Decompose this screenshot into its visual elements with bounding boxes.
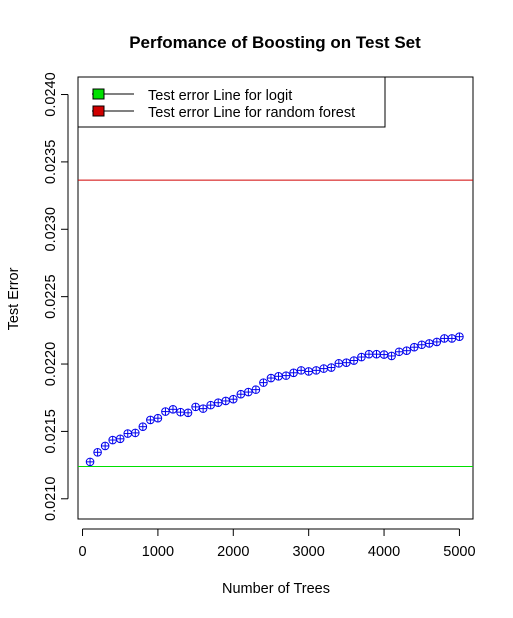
y-axis: 0.0210 0.0215 0.0220 0.0225 0.0230 0.0235 0.02… xyxy=(43,72,69,521)
data-point xyxy=(176,407,185,417)
x-axis-label: Number of Trees xyxy=(222,581,330,597)
data-point xyxy=(228,394,238,404)
data-point xyxy=(440,334,449,343)
y-tick-label: 0.0225 xyxy=(43,274,59,318)
data-point xyxy=(334,359,344,368)
data-point xyxy=(93,447,102,457)
data-point xyxy=(296,366,306,375)
x-axis: 0 1000 2000 3000 4000 5000 xyxy=(78,528,476,560)
data-point xyxy=(342,358,351,367)
x-tick-label: 2000 xyxy=(217,544,249,560)
data-point xyxy=(447,334,457,343)
data-point xyxy=(432,337,442,347)
data-point xyxy=(409,342,419,352)
data-point xyxy=(424,339,434,348)
data-point xyxy=(319,364,329,373)
data-point xyxy=(183,408,193,418)
x-tick-label: 3000 xyxy=(293,544,325,560)
y-tick-label: 0.0215 xyxy=(43,409,59,453)
data-point xyxy=(326,363,336,372)
legend-box xyxy=(77,76,386,128)
data-point xyxy=(402,346,411,355)
legend-label-random-forest: Test error Line for random forest xyxy=(148,105,355,121)
legend: Test error Line for logit Test error Lin… xyxy=(77,76,386,128)
data-point xyxy=(168,405,178,414)
data-point xyxy=(138,422,148,431)
data-point xyxy=(123,429,133,438)
data-point xyxy=(251,385,261,394)
chart-title: Perfomance of Boosting on Test Set xyxy=(129,33,421,52)
data-point xyxy=(387,351,396,361)
data-point xyxy=(146,415,155,425)
data-point xyxy=(130,428,140,438)
data-point xyxy=(274,371,283,381)
data-point xyxy=(236,389,246,399)
x-tick-label: 5000 xyxy=(443,544,475,560)
data-point xyxy=(289,368,298,378)
legend-label-logit: Test error Line for logit xyxy=(148,88,292,104)
x-tick-label: 4000 xyxy=(368,544,400,560)
data-point xyxy=(191,402,200,412)
data-point xyxy=(259,378,268,387)
data-point xyxy=(244,387,253,397)
legend-swatch-random-forest xyxy=(92,105,105,117)
data-point xyxy=(115,434,125,444)
data-point xyxy=(153,413,163,423)
data-point xyxy=(417,340,427,350)
data-point xyxy=(266,373,276,383)
data-point xyxy=(161,407,170,416)
data-point xyxy=(349,356,359,365)
data-point xyxy=(100,441,110,451)
data-point xyxy=(198,404,208,413)
y-tick-label: 0.0235 xyxy=(43,140,59,184)
data-point xyxy=(372,349,381,359)
x-tick-label: 1000 xyxy=(142,544,174,560)
data-point xyxy=(304,367,313,376)
y-tick-label: 0.0220 xyxy=(43,342,59,386)
y-axis-label: Test Error xyxy=(6,267,22,330)
plot-frame xyxy=(77,76,474,520)
data-point xyxy=(85,457,95,467)
data-point xyxy=(221,396,231,406)
data-point xyxy=(311,366,321,375)
data-point xyxy=(364,349,374,359)
data-point xyxy=(206,400,215,410)
data-point xyxy=(281,371,291,380)
data-point xyxy=(379,350,389,359)
data-point xyxy=(108,435,117,445)
data-point xyxy=(213,398,223,408)
y-tick-label: 0.0230 xyxy=(43,207,59,251)
data-point xyxy=(394,347,404,357)
reference-lines xyxy=(78,179,473,467)
legend-swatch-logit xyxy=(92,88,105,100)
data-series xyxy=(85,332,464,467)
y-tick-label: 0.0240 xyxy=(43,72,59,116)
data-point xyxy=(455,332,464,341)
x-tick-label: 0 xyxy=(78,544,86,560)
data-point xyxy=(357,352,366,362)
y-tick-label: 0.0210 xyxy=(43,477,59,521)
